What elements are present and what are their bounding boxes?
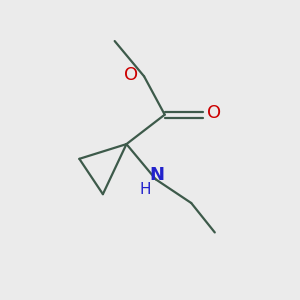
Text: N: N <box>150 166 165 184</box>
Text: H: H <box>140 182 151 197</box>
Text: O: O <box>124 66 138 84</box>
Text: O: O <box>207 104 221 122</box>
